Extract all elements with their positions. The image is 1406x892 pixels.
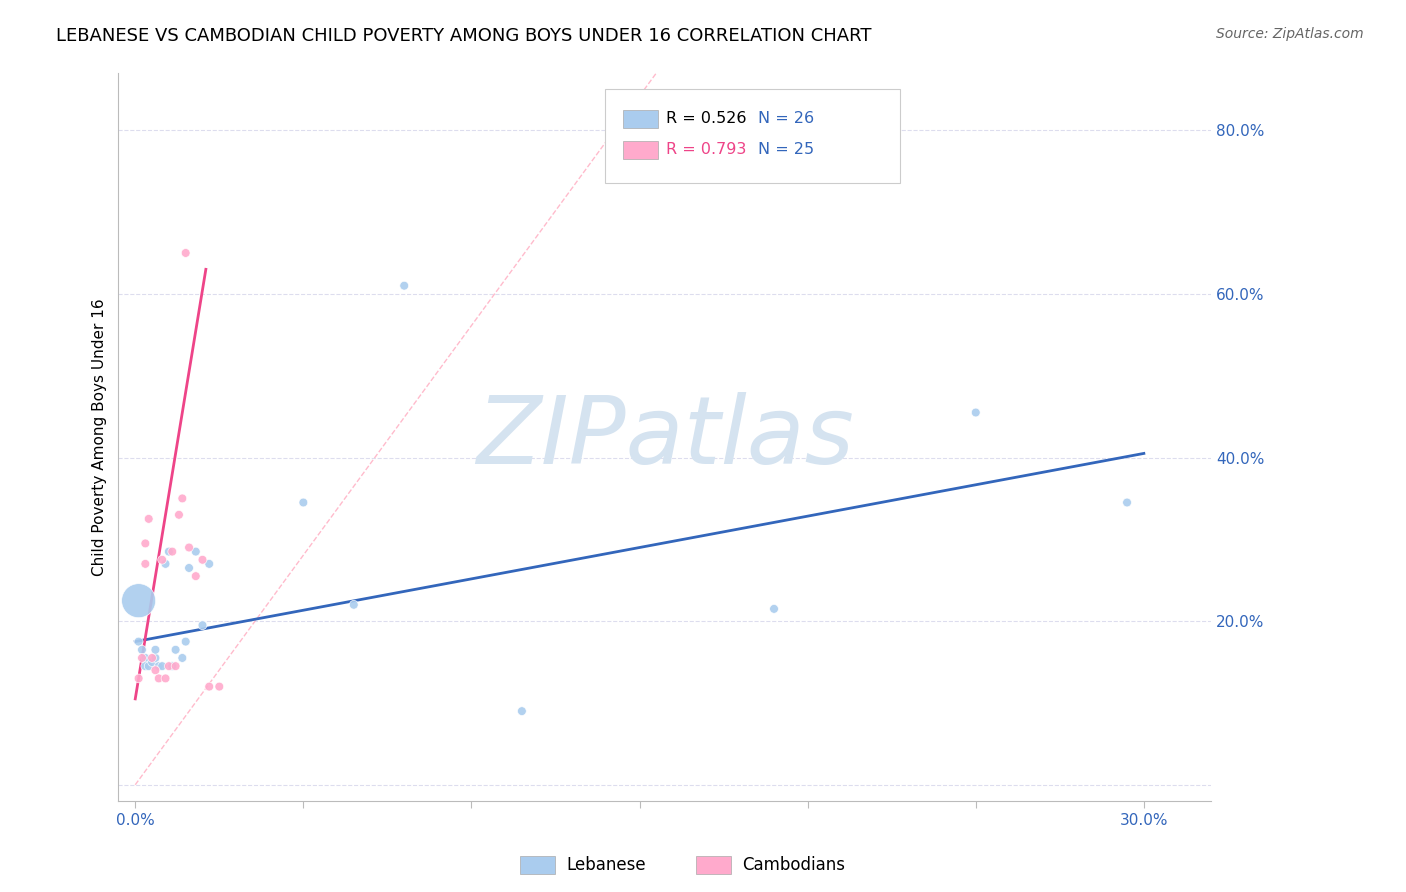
Point [392, 278, 415, 293]
Point [157, 544, 180, 558]
Text: Source: ZipAtlas.com: Source: ZipAtlas.com [1216, 27, 1364, 41]
Text: R = 0.793: R = 0.793 [666, 143, 747, 157]
Point [145, 642, 167, 657]
Point [191, 553, 214, 567]
Text: N = 25: N = 25 [758, 143, 814, 157]
Point [150, 659, 173, 673]
Point [160, 544, 183, 558]
Point [155, 672, 177, 686]
Point [208, 680, 231, 694]
Point [172, 651, 194, 665]
Point [177, 561, 200, 575]
Point [150, 553, 173, 567]
Point [167, 508, 190, 522]
Point [763, 602, 786, 616]
Point [155, 557, 177, 571]
Point [191, 618, 214, 632]
Point [198, 557, 221, 571]
Point [141, 651, 163, 665]
Text: LEBANESE VS CAMBODIAN CHILD POVERTY AMONG BOYS UNDER 16 CORRELATION CHART: LEBANESE VS CAMBODIAN CHILD POVERTY AMON… [56, 27, 872, 45]
Point [145, 651, 167, 665]
Point [131, 642, 153, 657]
Point [510, 704, 533, 718]
Point [172, 491, 194, 506]
Point [138, 512, 160, 526]
Text: Lebanese: Lebanese [567, 856, 647, 874]
Point [128, 593, 150, 607]
Point [131, 651, 153, 665]
Point [157, 659, 180, 673]
Point [128, 634, 150, 648]
Point [1116, 495, 1139, 509]
Point [145, 663, 167, 677]
Text: ZIPatlas: ZIPatlas [475, 392, 853, 483]
Point [138, 659, 160, 673]
Point [174, 246, 197, 260]
Point [184, 544, 207, 558]
Point [177, 541, 200, 555]
Point [148, 672, 170, 686]
Y-axis label: Child Poverty Among Boys Under 16: Child Poverty Among Boys Under 16 [93, 298, 107, 576]
Point [198, 680, 221, 694]
Point [134, 659, 156, 673]
Point [292, 495, 315, 509]
Point [165, 642, 187, 657]
Point [174, 634, 197, 648]
Text: R = 0.526: R = 0.526 [666, 112, 747, 126]
Point [134, 651, 156, 665]
Point [965, 405, 987, 419]
Point [128, 672, 150, 686]
Point [184, 569, 207, 583]
Point [165, 659, 187, 673]
Point [160, 659, 183, 673]
Text: Cambodians: Cambodians [742, 856, 845, 874]
Text: N = 26: N = 26 [758, 112, 814, 126]
Point [134, 557, 156, 571]
Point [141, 655, 163, 669]
Point [134, 536, 156, 550]
Point [148, 659, 170, 673]
Point [343, 598, 366, 612]
